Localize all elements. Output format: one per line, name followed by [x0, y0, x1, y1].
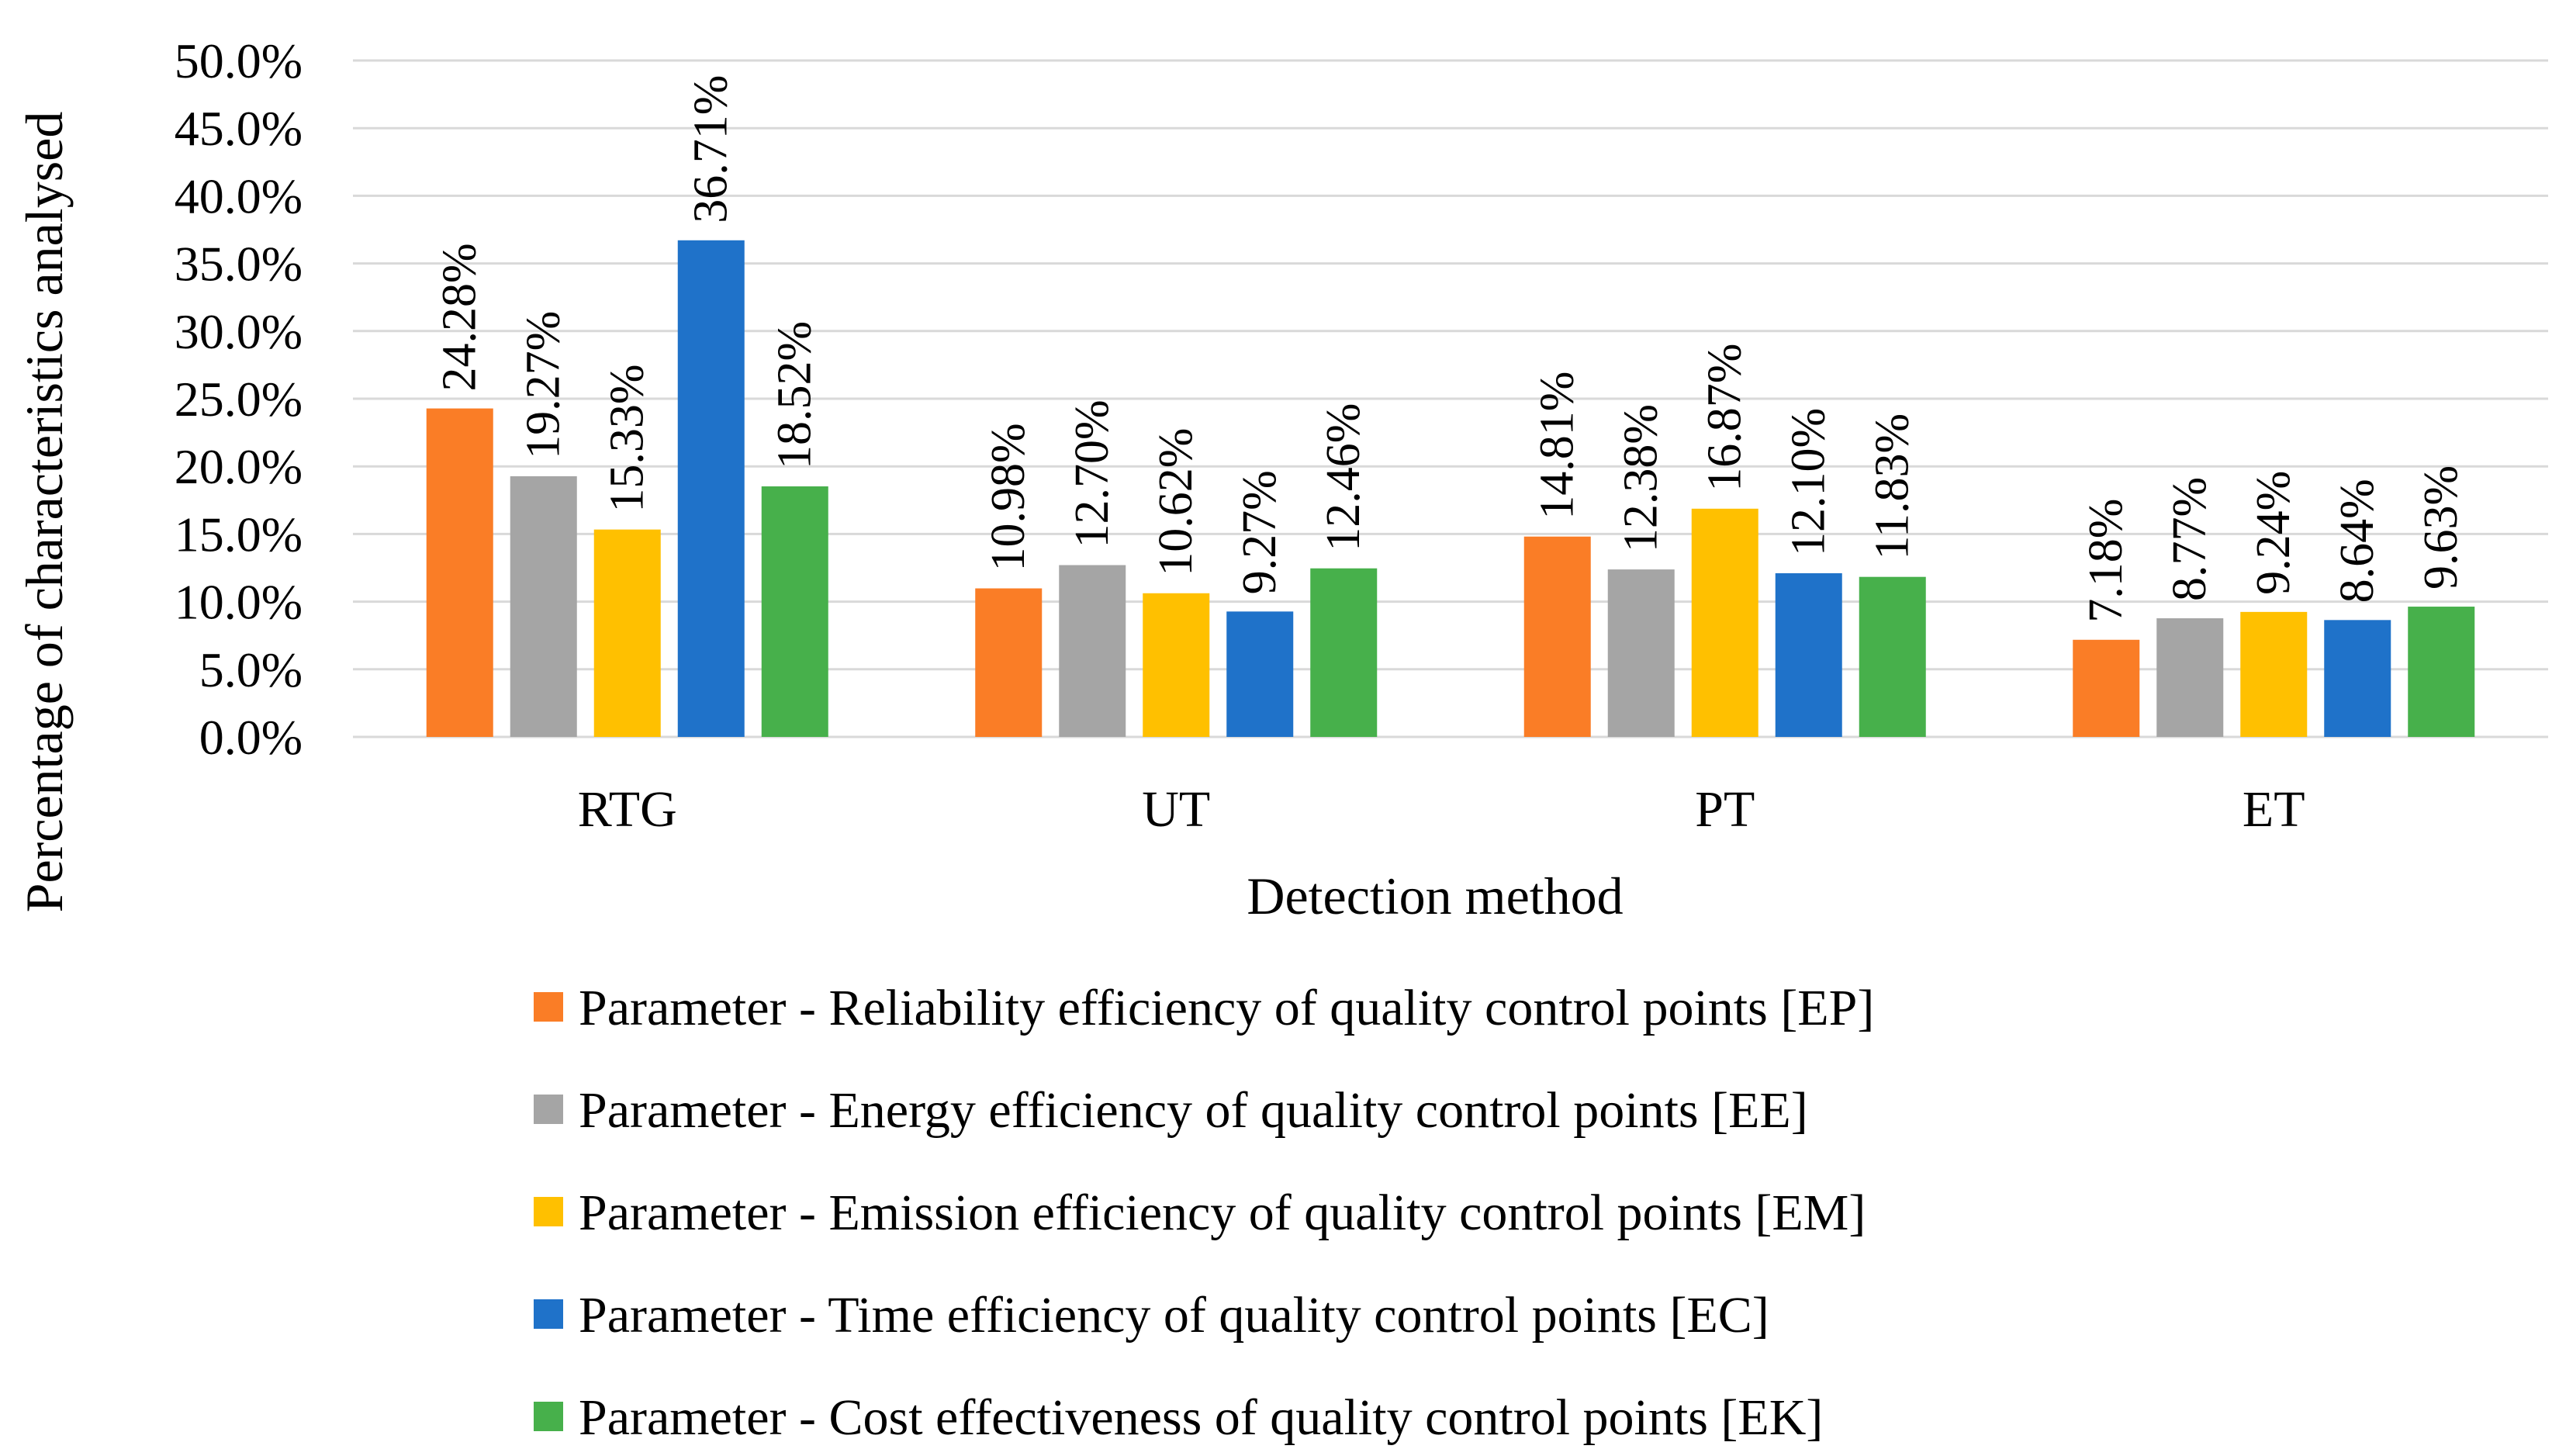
- legend-swatch: [534, 992, 563, 1022]
- data-label: 19.27%: [517, 311, 570, 459]
- legend-swatch: [534, 1299, 563, 1329]
- y-tick-label: 50.0%: [175, 33, 303, 88]
- y-axis-ticks: 0.0% 5.0% 10.0% 15.0% 20.0% 25.0% 30.0% 35.0% 40…: [175, 33, 303, 765]
- bar: [975, 588, 1043, 737]
- data-label: 9.24%: [2247, 471, 2300, 595]
- bar: [1691, 508, 1758, 737]
- bar: [2408, 607, 2475, 737]
- bar: [1775, 572, 1842, 737]
- legend-label: Parameter - Time efficiency of quality c…: [579, 1287, 1769, 1344]
- x-category-label: RTG: [578, 781, 677, 838]
- data-labels: 24.28% 19.27% 15.33% 36.71% 18.52% 10.98% 12.7…: [434, 75, 2468, 623]
- data-label: 9.63%: [2415, 465, 2467, 590]
- bar: [2240, 611, 2308, 737]
- data-label: 11.83%: [1866, 413, 1919, 560]
- data-label: 10.98%: [982, 423, 1035, 571]
- bar: [1143, 593, 1210, 737]
- x-category-label: UT: [1142, 781, 1210, 838]
- bar: [1523, 536, 1591, 737]
- data-label: 12.38%: [1615, 404, 1668, 552]
- legend-swatch: [534, 1095, 563, 1124]
- x-category-label: ET: [2243, 781, 2305, 838]
- bar: [510, 476, 577, 737]
- data-label: 10.62%: [1150, 428, 1202, 576]
- y-axis-title: Percentage of characteristics analysed: [15, 112, 74, 913]
- legend-label: Parameter - Cost effectiveness of qualit…: [579, 1389, 1823, 1446]
- bar: [1059, 565, 1126, 737]
- y-tick-label: 10.0%: [175, 575, 303, 630]
- bar: [1226, 611, 1294, 737]
- bars: [426, 240, 2475, 737]
- data-label: 12.46%: [1317, 403, 1370, 552]
- y-tick-label: 30.0%: [175, 304, 303, 359]
- data-label: 24.28%: [434, 243, 486, 391]
- bar: [1859, 576, 1926, 737]
- bar: [1607, 569, 1675, 737]
- data-label: 8.64%: [2331, 479, 2384, 603]
- data-label: 12.10%: [1783, 408, 1835, 556]
- legend-label: Parameter - Energy efficiency of quality…: [579, 1082, 1808, 1139]
- data-label: 18.52%: [769, 321, 821, 469]
- legend: Parameter - Reliability efficiency of qu…: [534, 980, 1874, 1446]
- data-label: 7.18%: [2080, 499, 2132, 623]
- data-label: 9.27%: [1233, 470, 1286, 594]
- y-tick-label: 20.0%: [175, 439, 303, 494]
- bar: [2324, 620, 2391, 737]
- legend-swatch: [534, 1402, 563, 1431]
- data-label: 16.87%: [1699, 344, 1752, 492]
- bar: [593, 529, 661, 737]
- y-tick-label: 0.0%: [199, 710, 303, 765]
- data-label: 12.70%: [1066, 399, 1119, 548]
- legend-label: Parameter - Reliability efficiency of qu…: [579, 980, 1874, 1036]
- data-label: 36.71%: [685, 75, 738, 223]
- data-label: 14.81%: [1531, 372, 1584, 520]
- legend-swatch: [534, 1197, 563, 1226]
- y-tick-label: 35.0%: [175, 237, 303, 292]
- y-tick-label: 15.0%: [175, 507, 303, 562]
- data-label: 8.77%: [2163, 477, 2216, 601]
- legend-label: Parameter - Emission efficiency of quali…: [579, 1185, 1866, 1241]
- bar: [2156, 618, 2224, 737]
- bar: [1310, 568, 1378, 737]
- bar: [426, 408, 493, 737]
- bar: [2073, 639, 2140, 737]
- y-tick-label: 5.0%: [199, 642, 303, 697]
- x-axis-title: Detection method: [1247, 866, 1623, 925]
- y-tick-label: 45.0%: [175, 101, 303, 156]
- y-tick-label: 40.0%: [175, 168, 303, 223]
- x-category-label: PT: [1695, 781, 1755, 838]
- bar: [761, 486, 828, 737]
- y-tick-label: 25.0%: [175, 372, 303, 427]
- bar: [677, 240, 745, 737]
- x-axis-categories: RTG UT PT ET: [578, 781, 2305, 838]
- data-label: 15.33%: [601, 364, 654, 512]
